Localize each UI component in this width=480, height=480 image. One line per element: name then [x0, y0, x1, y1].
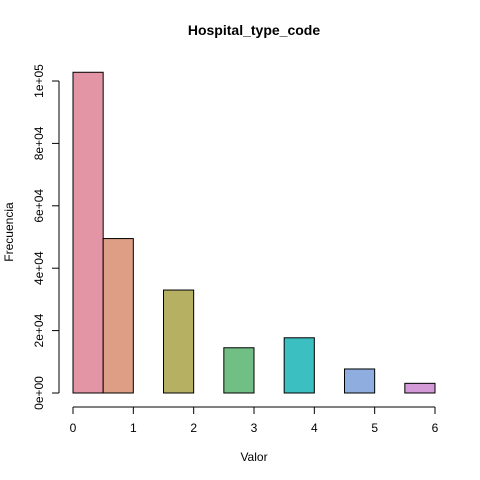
y-axis-label: Frecuencia [2, 202, 16, 262]
x-tick-label-1: 1 [130, 421, 137, 435]
bars-group [72, 71, 436, 394]
y-tick-label-1: 2e+04 [32, 313, 46, 347]
x-axis: 0 1 2 3 4 5 6 [70, 406, 439, 435]
x-axis-label: Valor [240, 450, 267, 464]
bar-5 [344, 368, 376, 394]
x-tick-label-3: 3 [251, 421, 258, 435]
bar-6 [404, 382, 436, 394]
x-tick-label-0: 0 [70, 421, 77, 435]
bar-4 [283, 337, 315, 394]
y-tick-label-0: 0e+00 [32, 376, 46, 410]
x-tick-label-2: 2 [190, 421, 197, 435]
bar-0 [72, 71, 104, 394]
y-tick-label-4: 8e+04 [32, 126, 46, 160]
bar-3 [223, 347, 255, 394]
y-tick-label-3: 6e+04 [32, 189, 46, 223]
bar-2 [163, 289, 195, 394]
x-tick-label-5: 5 [371, 421, 378, 435]
bar-1 [102, 238, 134, 394]
x-tick-label-4: 4 [311, 421, 318, 435]
chart-title: Hospital_type_code [188, 22, 320, 38]
y-axis: 0e+00 2e+04 4e+04 6e+04 8e+04 1e+05 [32, 64, 60, 410]
y-tick-label-5: 1e+05 [32, 64, 46, 98]
y-tick-label-2: 4e+04 [32, 251, 46, 285]
x-tick-label-6: 6 [432, 421, 439, 435]
